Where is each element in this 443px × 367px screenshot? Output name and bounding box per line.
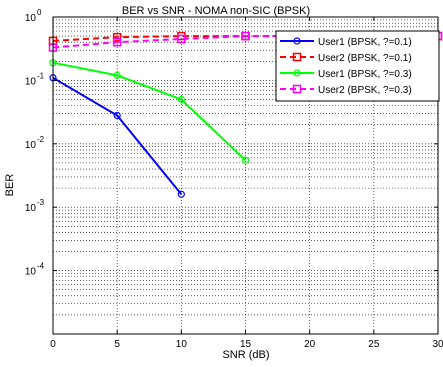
- data-point: [241, 156, 250, 164]
- legend-item: User2 (BPSK, ?=0.3): [280, 84, 412, 96]
- y-tick-exponent: -2: [37, 135, 45, 144]
- y-tick-exponent: -4: [37, 262, 45, 271]
- x-axis-label: SNR (dB): [222, 349, 269, 361]
- y-tick-exponent: 0: [37, 8, 42, 17]
- x-tick-label: 20: [304, 339, 316, 350]
- data-point: [177, 34, 186, 44]
- data-point: [112, 37, 122, 47]
- y-tick-exponent: -3: [37, 198, 45, 207]
- legend-label: User1 (BPSK, ?=0.3): [318, 69, 412, 80]
- y-axis-label: BER: [4, 174, 16, 197]
- data-point: [113, 111, 121, 120]
- legend-item: User1 (BPSK, ?=0.1): [280, 37, 412, 48]
- legend-marker: [292, 52, 302, 62]
- x-tick-label: 0: [50, 339, 56, 350]
- legend-marker: [293, 37, 301, 45]
- data-point: [241, 31, 250, 41]
- chart-title: BER vs SNR - NOMA non-SIC (BPSK): [122, 5, 310, 17]
- data-point: [113, 71, 121, 79]
- legend-label: User1 (BPSK, ?=0.1): [318, 37, 412, 48]
- x-tick-label: 15: [240, 339, 252, 350]
- legend: User1 (BPSK, ?=0.1) User2 (BPSK, ?=0.1) Us…: [275, 30, 440, 102]
- y-tick-label: 10: [25, 203, 37, 214]
- y-tick-label: 10: [25, 13, 37, 24]
- legend-label: User2 (BPSK, ?=0.1): [318, 53, 412, 64]
- x-tick-label: 30: [432, 339, 443, 350]
- legend-item: User2 (BPSK, ?=0.1): [280, 52, 412, 64]
- y-tick-label: 10: [25, 76, 37, 87]
- series-line: [52, 76, 183, 195]
- legend-label: User2 (BPSK, ?=0.3): [318, 85, 412, 96]
- x-tick-label: 25: [368, 339, 380, 350]
- legend-marker: [292, 84, 302, 94]
- data-point: [112, 32, 122, 42]
- legend-item: User1 (BPSK, ?=0.3): [280, 69, 412, 80]
- legend-marker: [293, 69, 301, 77]
- y-tick-label: 10: [25, 140, 37, 151]
- y-tick-label: 10: [25, 267, 37, 278]
- y-tick-exponent: -1: [37, 71, 45, 80]
- x-tick-label: 5: [114, 339, 120, 350]
- data-point: [177, 190, 185, 198]
- data-point: [177, 95, 185, 104]
- series-line: [52, 61, 247, 162]
- x-tick-label: 10: [176, 339, 188, 350]
